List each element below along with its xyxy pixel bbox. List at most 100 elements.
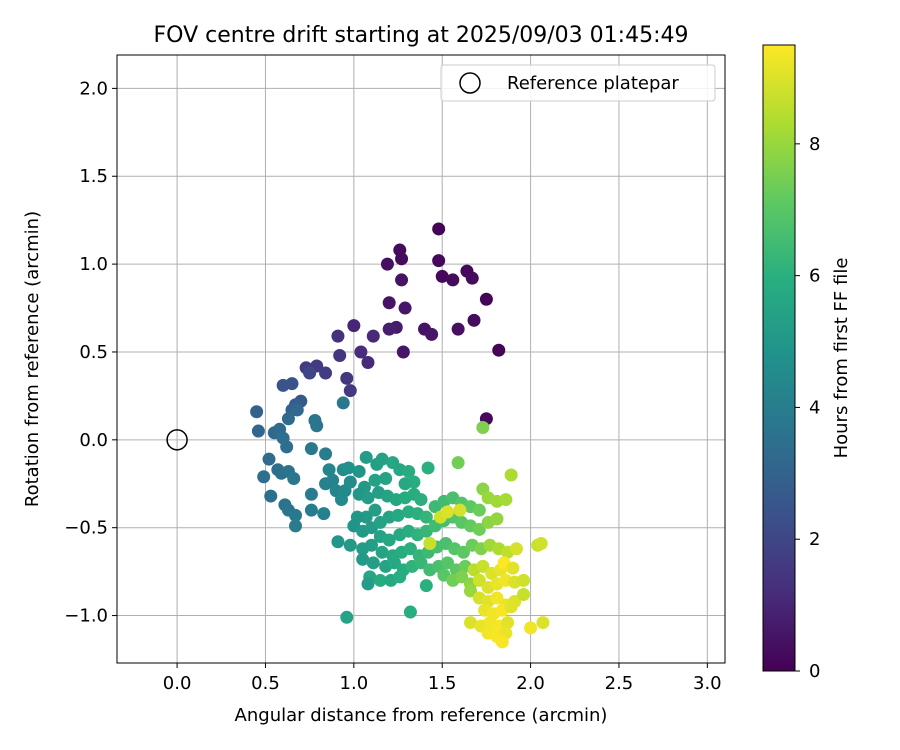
data-point (451, 456, 465, 470)
colorbar-gradient (762, 44, 796, 672)
colorbar-tick-label: 2 (809, 529, 820, 550)
data-point (380, 257, 394, 271)
data-point (504, 468, 518, 482)
data-point (342, 461, 356, 475)
data-point (373, 573, 387, 587)
data-point (343, 538, 357, 552)
data-point (382, 322, 396, 336)
y-tick-label: 1.0 (79, 254, 108, 275)
plot-area: 0.0 0.5 1.0 1.5 2.0 2.5 3.0 −1.0 −0.5 0.0 0.5 1.0 1.… (64, 54, 726, 694)
data-point (319, 447, 333, 461)
data-point (331, 535, 345, 549)
data-point (432, 254, 446, 268)
colorbar-ticks: 0 2 4 6 8 (795, 134, 820, 682)
data-point (310, 419, 324, 433)
legend: Reference platepar (440, 64, 716, 102)
data-point (333, 348, 347, 362)
data-point (536, 616, 550, 630)
data-point (395, 252, 409, 266)
reference-marker (166, 429, 188, 451)
data-point (343, 384, 357, 398)
axis-ticks: 0.0 0.5 1.0 1.5 2.0 2.5 3.0 −1.0 −0.5 0.0 0.5 1.0 1.… (64, 78, 721, 694)
data-point (331, 329, 345, 343)
data-point (354, 345, 368, 359)
data-point (347, 319, 361, 333)
data-point (250, 405, 264, 419)
x-tick-label: 1.5 (428, 673, 457, 694)
data-point (441, 556, 455, 570)
x-tick-label: 2.5 (605, 673, 634, 694)
x-tick-label: 0.5 (251, 673, 280, 694)
data-point (317, 507, 331, 521)
x-tick-label: 1.0 (340, 673, 369, 694)
data-point (257, 470, 271, 484)
data-point (441, 505, 455, 519)
data-point (524, 621, 538, 635)
data-point (382, 533, 396, 547)
data-point (287, 471, 301, 485)
data-point (472, 503, 486, 517)
data-point (280, 440, 294, 454)
data-point (375, 545, 389, 559)
data-point (361, 356, 375, 370)
data-point (402, 464, 416, 478)
data-point (276, 378, 290, 392)
data-point (509, 542, 523, 556)
data-point (501, 616, 515, 630)
data-point (368, 503, 382, 517)
x-tick-label: 3.0 (693, 673, 722, 694)
data-point (393, 570, 407, 584)
data-point (506, 561, 520, 575)
data-point (467, 313, 481, 327)
data-point (423, 537, 437, 551)
data-point (366, 329, 380, 343)
y-tick-label: −0.5 (64, 518, 108, 539)
data-point (472, 522, 486, 536)
data-point (264, 489, 278, 503)
y-tick-label: 2.0 (79, 78, 108, 99)
legend-entry-label: Reference platepar (507, 73, 679, 94)
data-point (495, 635, 509, 649)
y-tick-label: 1.5 (79, 166, 108, 187)
data-point (387, 556, 401, 570)
data-point (290, 403, 304, 417)
data-point (453, 503, 467, 517)
data-point (419, 579, 433, 593)
data-point (304, 487, 318, 501)
data-point (425, 327, 439, 341)
data-point (455, 570, 469, 584)
data-point (359, 450, 373, 464)
colorbar: 0 2 4 6 8 Hours from first FF file (762, 44, 852, 682)
data-point (340, 371, 354, 385)
data-point (336, 396, 350, 410)
data-point (382, 296, 396, 310)
data-point (396, 345, 410, 359)
data-point (435, 269, 449, 283)
data-point (456, 545, 470, 559)
colorbar-tick-label: 4 (809, 397, 820, 418)
colorbar-tick-label: 6 (809, 266, 820, 287)
plot-background (117, 55, 725, 663)
data-point (504, 600, 518, 614)
data-point (534, 537, 548, 551)
data-point (365, 538, 379, 552)
data-point (499, 493, 513, 507)
data-point (289, 519, 303, 533)
data-point (414, 556, 428, 570)
data-point (476, 421, 490, 435)
legend-open-circle-icon (459, 72, 481, 94)
data-point (343, 475, 357, 489)
data-point (289, 508, 303, 522)
data-point (446, 273, 460, 287)
data-point (356, 552, 370, 566)
data-point (368, 473, 382, 487)
data-point (379, 471, 393, 485)
chart-title: FOV centre drift starting at 2025/09/03 … (154, 23, 689, 48)
data-point (403, 605, 417, 619)
data-point (361, 577, 375, 591)
data-point (463, 584, 477, 598)
data-point (451, 322, 465, 336)
colorbar-label: Hours from first FF file (831, 258, 852, 459)
data-point (419, 510, 433, 524)
data-point (303, 366, 317, 380)
